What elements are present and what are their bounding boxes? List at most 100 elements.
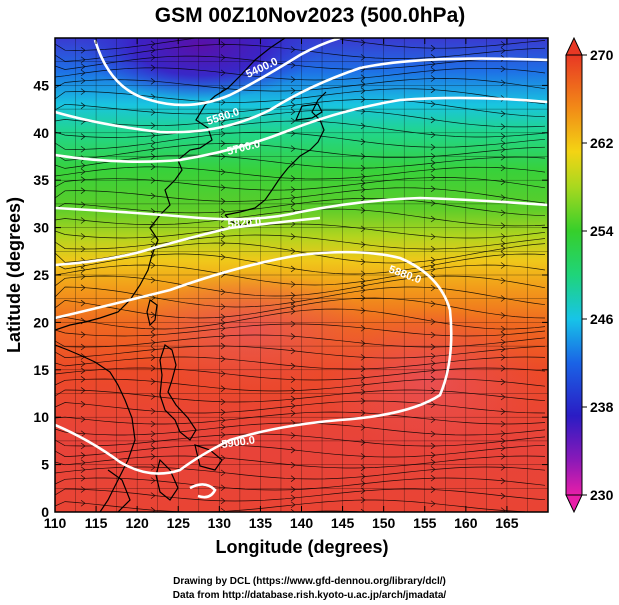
x-axis-label: Longitude (degrees) <box>215 537 388 557</box>
contour-5400 <box>93 38 341 107</box>
streamline <box>55 208 546 227</box>
streamline <box>55 433 546 447</box>
streamline-arrow <box>500 477 506 485</box>
streamline-arrow <box>220 239 226 247</box>
streamline-arrow <box>80 387 86 394</box>
streamline-arrow <box>150 364 156 372</box>
colorbar-tick-label: 246 <box>590 311 614 327</box>
streamline-arrow <box>220 332 226 340</box>
streamline-arrow <box>150 192 156 200</box>
streamline-arrow <box>500 164 506 172</box>
x-tick-label: 145 <box>331 515 355 531</box>
streamline-arrow <box>220 288 226 296</box>
streamline-arrow <box>220 416 226 424</box>
streamline-arrow <box>220 484 226 492</box>
streamline-arrow <box>150 132 156 139</box>
streamline-arrow <box>500 338 506 346</box>
streamline-arrow <box>430 86 436 94</box>
streamline-arrow <box>220 69 226 77</box>
y-tick-label: 15 <box>33 362 49 378</box>
streamline-arrow <box>360 286 366 294</box>
streamline <box>55 187 546 204</box>
streamline <box>55 477 546 491</box>
streamline-arrow <box>150 46 156 54</box>
streamline-arrow <box>150 492 156 499</box>
streamline-arrow <box>500 354 506 361</box>
streamline-arrow <box>360 374 366 381</box>
streamline-arrow <box>220 168 226 176</box>
streamline-arrow <box>80 466 86 474</box>
streamline-arrow <box>430 284 436 292</box>
streamline-arrow <box>150 240 156 248</box>
streamline-arrow <box>290 76 296 83</box>
streamline-arrow <box>500 153 506 161</box>
streamline <box>55 55 546 70</box>
streamline-arrow <box>80 442 86 450</box>
streamline-arrow <box>360 439 366 446</box>
streamline-arrow <box>430 143 436 151</box>
streamline-arrow <box>80 233 86 240</box>
streamline-arrow <box>80 217 86 224</box>
streamline-arrow <box>360 225 366 233</box>
streamline-arrow <box>290 402 296 410</box>
streamline-arrow <box>360 39 366 46</box>
streamline-arrow <box>360 480 366 487</box>
x-tick-label: 120 <box>125 515 149 531</box>
streamline-arrow <box>221 38 222 39</box>
x-tick-label: 150 <box>372 515 396 531</box>
streamline-arrow <box>80 187 86 194</box>
streamline-arrow <box>360 409 366 417</box>
streamline-arrow <box>220 431 226 439</box>
streamline-arrow <box>150 378 156 385</box>
streamline-arrow <box>500 79 506 87</box>
streamline-arrow <box>500 507 506 512</box>
streamline-arrow <box>360 277 366 285</box>
streamline-arrow <box>150 122 156 129</box>
streamline-arrow <box>360 282 366 289</box>
streamline-arrow <box>290 410 296 417</box>
streamline-arrow <box>500 444 506 452</box>
streamline-arrow <box>500 209 506 217</box>
streamline-arrow <box>360 74 366 81</box>
streamline-arrow <box>80 331 86 338</box>
streamline <box>55 120 546 138</box>
streamline <box>55 378 546 392</box>
streamline-arrow <box>290 376 296 383</box>
streamline-arrow <box>150 331 156 339</box>
streamline-arrow <box>500 420 506 428</box>
streamline-arrow <box>430 387 436 394</box>
streamline-arrow <box>290 501 296 509</box>
streamline-arrow <box>80 367 86 375</box>
coastlines <box>55 38 327 512</box>
colorbar-tick-label: 238 <box>590 399 614 415</box>
streamline-arrow <box>290 395 296 403</box>
streamline-arrow <box>150 109 156 116</box>
grid-lines <box>55 38 548 512</box>
streamline-arrow <box>430 486 436 493</box>
streamline-arrow <box>360 424 366 431</box>
streamline-arrow <box>290 362 296 370</box>
x-tick-label: 165 <box>495 515 519 531</box>
streamline <box>55 264 546 286</box>
streamline-arrow <box>430 343 436 351</box>
streamline-arrow <box>430 430 436 438</box>
streamline-arrow <box>150 354 156 361</box>
streamline <box>55 275 546 297</box>
streamline-arrow <box>360 354 366 361</box>
streamline-arrow <box>430 459 436 466</box>
streamline-arrow <box>430 233 436 241</box>
streamline-arrow <box>80 63 86 70</box>
streamline-arrow <box>360 80 366 88</box>
streamline <box>55 177 546 191</box>
y-tick-label: 35 <box>33 172 49 188</box>
streamline-arrow <box>500 437 506 445</box>
streamline-arrow <box>500 262 506 269</box>
colorbar-bottom-arrow <box>565 494 583 514</box>
streamline-arrow <box>360 294 366 302</box>
streamline <box>55 367 546 381</box>
height-contours <box>55 38 548 499</box>
streamline-arrow <box>500 194 506 201</box>
streamline-arrow <box>290 194 296 201</box>
chart-title: GSM 00Z10Nov2023 (500.0hPa) <box>155 4 466 27</box>
